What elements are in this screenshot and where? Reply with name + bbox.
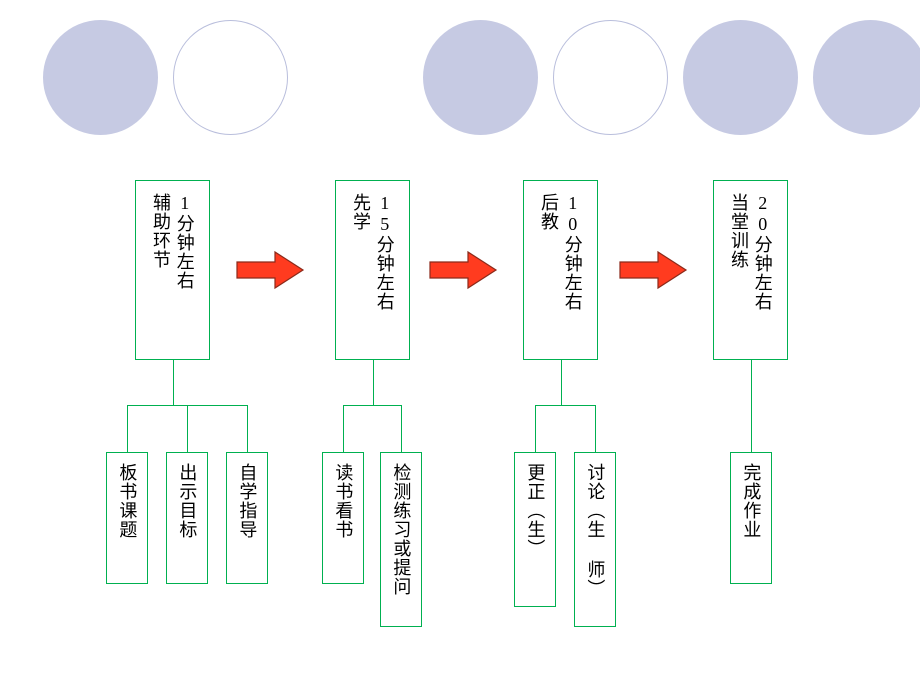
circle-5 [813, 20, 920, 135]
connector-line [173, 360, 174, 405]
sub-label-2-0: 更正（生） [525, 463, 546, 558]
sub-box-0-2: 自学指导 [226, 452, 268, 584]
sub-label-0-0: 板书课题 [117, 463, 138, 539]
circle-3 [553, 20, 668, 135]
sub-box-1-0: 读书看书 [322, 452, 364, 584]
sub-label-0-2: 自学指导 [237, 463, 258, 539]
connector-line [343, 405, 344, 452]
circle-2 [423, 20, 538, 135]
sub-box-2-1: 讨论（生 师） [574, 452, 616, 627]
connector-line [187, 405, 188, 452]
arrow-2 [618, 250, 688, 290]
circles-row [0, 20, 920, 150]
stage-time-2: 10分钟左右 [562, 193, 583, 311]
connector-line [561, 360, 562, 405]
stages-row: 辅助环节 1分钟左右 先学 15分钟左右 后教 10分钟左右 当堂训练 20分钟… [0, 180, 920, 370]
stage-label-3: 当堂训练 [728, 193, 749, 269]
connector-line [401, 405, 402, 452]
sub-box-0-0: 板书课题 [106, 452, 148, 584]
connector-line [535, 405, 595, 406]
stage-box-3: 当堂训练 20分钟左右 [713, 180, 788, 360]
stage-label-2: 后教 [538, 193, 559, 231]
stage-time-1: 15分钟左右 [374, 193, 395, 311]
sub-label-0-1: 出示目标 [177, 463, 198, 539]
stage-time-3: 20分钟左右 [752, 193, 773, 311]
sub-label-1-0: 读书看书 [333, 463, 354, 539]
connector-line [751, 360, 752, 405]
sub-box-2-0: 更正（生） [514, 452, 556, 607]
circle-0 [43, 20, 158, 135]
connector-line [343, 405, 401, 406]
connector-line [535, 405, 536, 452]
connector-line [127, 405, 128, 452]
arrow-1 [428, 250, 498, 290]
stage-box-2: 后教 10分钟左右 [523, 180, 598, 360]
connector-line [751, 405, 752, 452]
stage-label-1: 先学 [350, 193, 371, 231]
connector-line [595, 405, 596, 452]
stage-box-1: 先学 15分钟左右 [335, 180, 410, 360]
circle-1 [173, 20, 288, 135]
stage-time-0: 1分钟左右 [174, 193, 195, 290]
stage-box-0: 辅助环节 1分钟左右 [135, 180, 210, 360]
stage-label-0: 辅助环节 [150, 193, 171, 269]
connector-line [373, 360, 374, 405]
sub-label-1-1: 检测练习或提问 [391, 463, 412, 596]
sub-label-3-0: 完成作业 [741, 463, 762, 539]
sub-label-2-1: 讨论（生 师） [585, 463, 606, 598]
sub-box-0-1: 出示目标 [166, 452, 208, 584]
sub-box-3-0: 完成作业 [730, 452, 772, 584]
connector-line [247, 405, 248, 452]
arrow-0 [235, 250, 305, 290]
circle-4 [683, 20, 798, 135]
sub-box-1-1: 检测练习或提问 [380, 452, 422, 627]
